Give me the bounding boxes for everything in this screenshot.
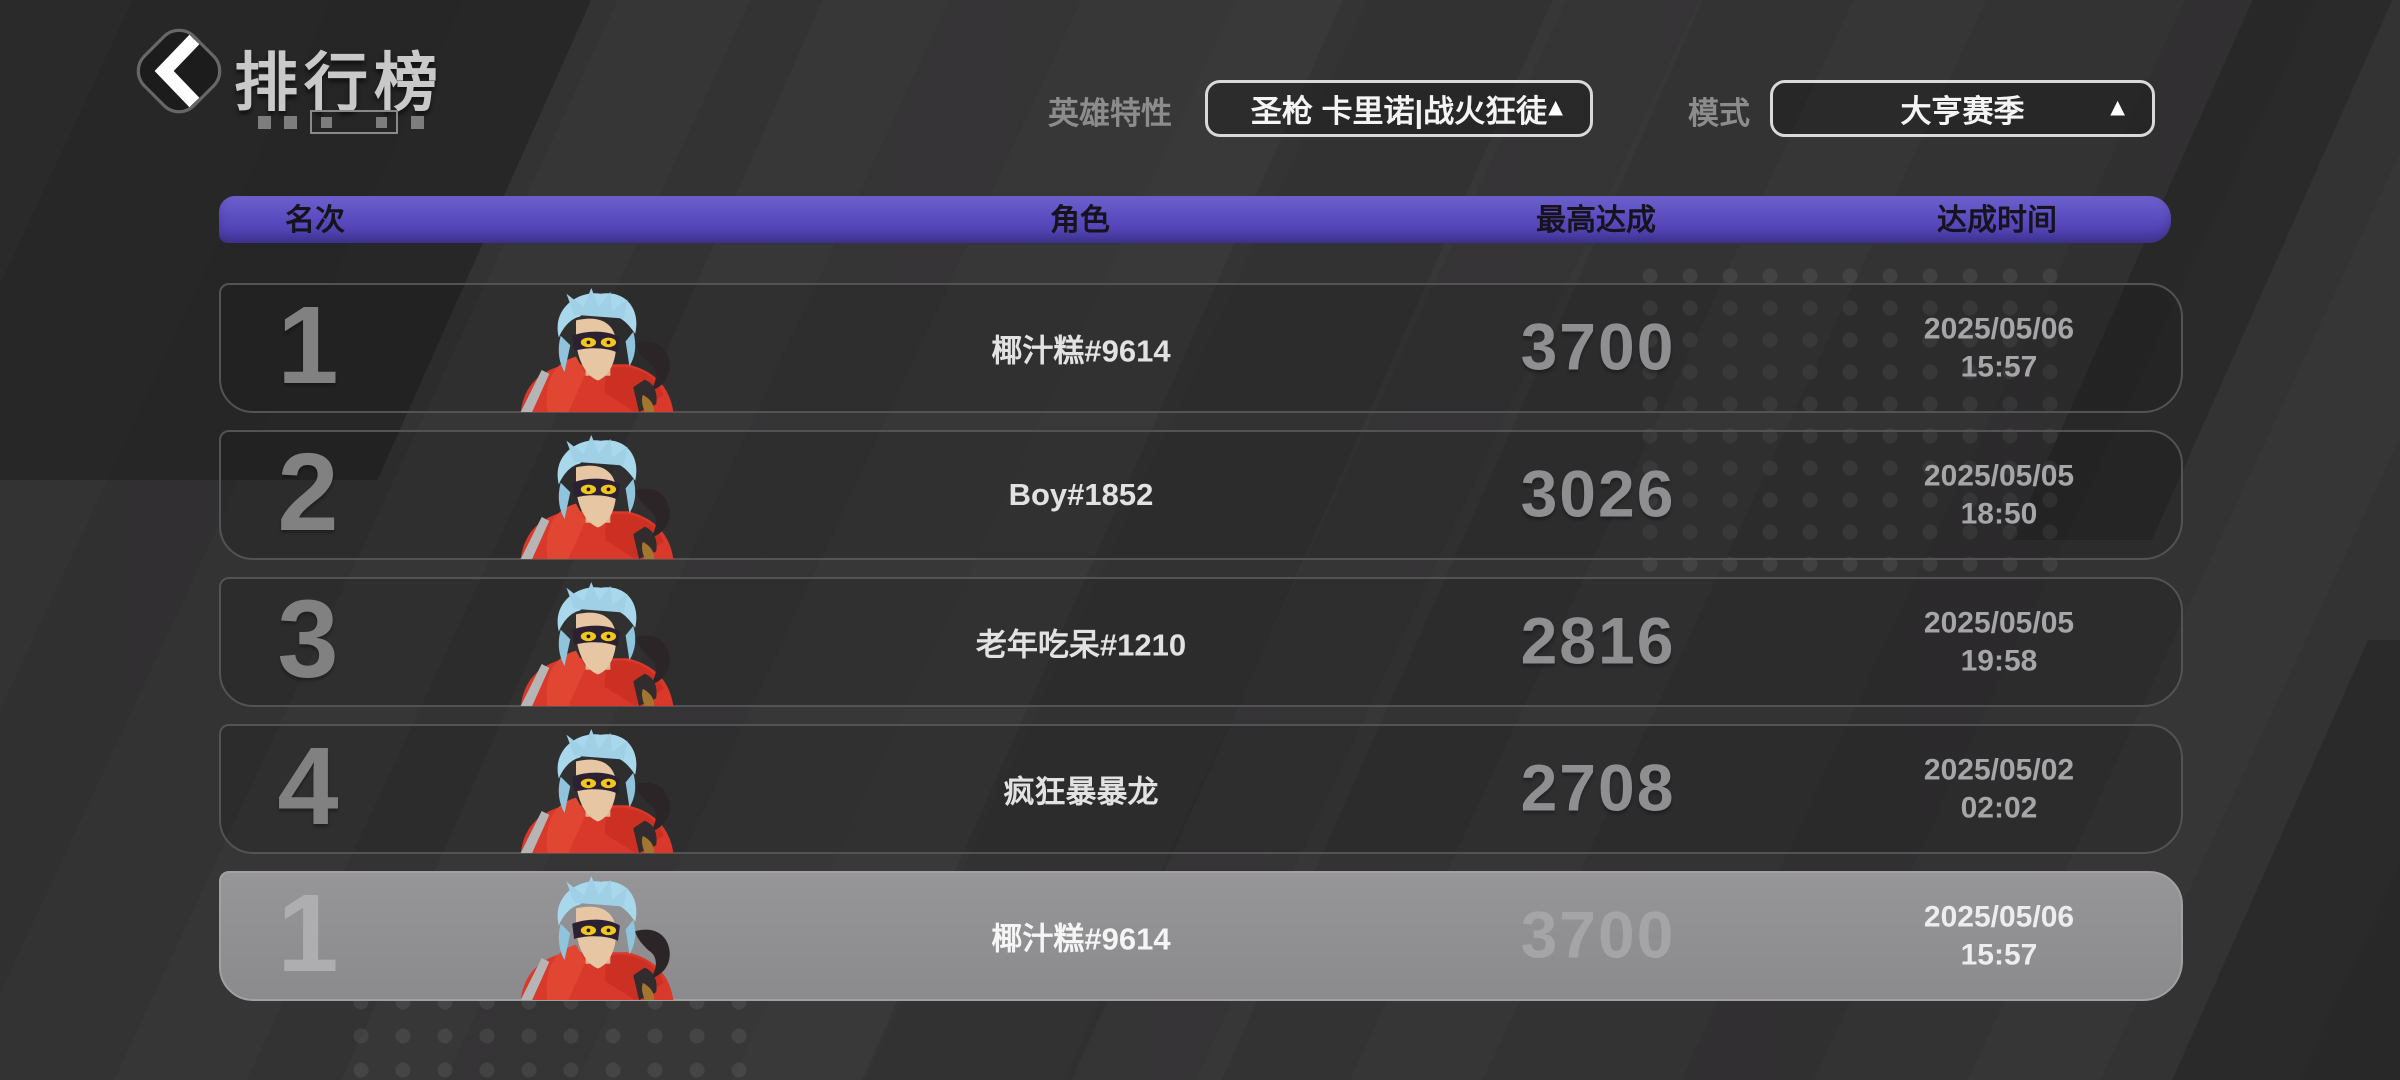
- character-portrait-icon: [520, 729, 674, 853]
- player-name: 椰汁糕#9614: [991, 921, 1171, 957]
- achieve-datetime: 2025/05/02 02:02: [1839, 752, 2159, 827]
- best-score: 3026: [1520, 456, 1676, 531]
- best-score: 2708: [1520, 750, 1676, 825]
- title-decoration: [258, 110, 424, 134]
- character-portrait-icon: [520, 435, 674, 559]
- page-title: 排行榜: [234, 47, 444, 119]
- header-rank: 名次: [285, 204, 345, 237]
- dropdown-arrow-icon: ▲: [1543, 92, 1568, 121]
- rank-number: 2: [277, 430, 339, 554]
- character-portrait-icon: [520, 582, 674, 706]
- my-rank-row[interactable]: 1 椰汁糕#9614: [219, 871, 2183, 1001]
- mode-value: 大亨赛季: [1900, 94, 2025, 129]
- avatar: [487, 729, 707, 853]
- achieve-time: 19:58: [1960, 644, 2038, 677]
- mode-select[interactable]: 大亨赛季 ▲: [1770, 80, 2155, 137]
- achieve-time: 15:57: [1960, 350, 2038, 383]
- header-character: 角色: [1050, 204, 1110, 237]
- player-name: 椰汁糕#9614: [991, 333, 1171, 369]
- rank-number: 1: [277, 283, 339, 407]
- deco-square: [258, 115, 271, 129]
- achieve-date: 2025/05/05: [1923, 606, 2075, 640]
- back-chevron-icon: [136, 28, 222, 114]
- deco-square: [321, 116, 332, 128]
- achieve-time: 15:57: [1960, 938, 2038, 971]
- achieve-datetime: 2025/05/05 18:50: [1839, 458, 2159, 533]
- deco-square: [411, 115, 424, 129]
- player-name: 疯狂暴暴龙: [1003, 774, 1159, 810]
- avatar: [487, 435, 707, 559]
- player-name: Boy#1852: [1008, 477, 1154, 512]
- player-name: 老年吃呆#1210: [975, 627, 1187, 663]
- best-score: 3700: [1520, 897, 1676, 972]
- hero-trait-label: 英雄特性: [1048, 96, 1172, 131]
- avatar: [487, 876, 707, 1000]
- header-time: 达成时间: [1937, 204, 2057, 237]
- back-button[interactable]: [126, 18, 232, 124]
- achieve-date: 2025/05/06: [1923, 312, 2075, 346]
- avatar: [487, 582, 707, 706]
- character-portrait-icon: [520, 876, 674, 1000]
- table-row[interactable]: 3 老年吃呆#121: [219, 577, 2183, 707]
- table-row[interactable]: 4 疯狂暴暴龙: [219, 724, 2183, 854]
- achieve-date: 2025/05/06: [1923, 900, 2075, 934]
- achieve-date: 2025/05/02: [1923, 753, 2075, 787]
- achieve-time: 18:50: [1960, 497, 2038, 530]
- hero-trait-select[interactable]: 圣枪 卡里诺|战火狂徒 ▲: [1205, 80, 1593, 137]
- achieve-datetime: 2025/05/05 19:58: [1839, 605, 2159, 680]
- header-score: 最高达成: [1536, 204, 1656, 237]
- achieve-date: 2025/05/05: [1923, 459, 2075, 493]
- table-header: 名次 角色 最高达成 达成时间: [219, 196, 2171, 243]
- deco-square: [284, 115, 297, 129]
- dropdown-arrow-icon: ▲: [2105, 92, 2130, 121]
- hero-trait-value: 圣枪 卡里诺|战火狂徒: [1250, 94, 1548, 129]
- best-score: 2816: [1520, 603, 1676, 678]
- best-score: 3700: [1520, 309, 1676, 384]
- achieve-time: 02:02: [1960, 791, 2038, 824]
- achieve-datetime: 2025/05/06 15:57: [1839, 899, 2159, 974]
- character-portrait-icon: [520, 288, 674, 412]
- rank-number: 1: [277, 871, 339, 995]
- table-row[interactable]: 1 椰汁糕#9614: [219, 283, 2183, 413]
- rank-number: 4: [277, 724, 339, 848]
- deco-square: [376, 116, 387, 128]
- table-row[interactable]: 2 Boy#1852: [219, 430, 2183, 560]
- deco-rect: [310, 110, 398, 134]
- mode-label: 模式: [1688, 96, 1750, 131]
- rank-number: 3: [277, 577, 339, 701]
- avatar: [487, 288, 707, 412]
- achieve-datetime: 2025/05/06 15:57: [1839, 311, 2159, 386]
